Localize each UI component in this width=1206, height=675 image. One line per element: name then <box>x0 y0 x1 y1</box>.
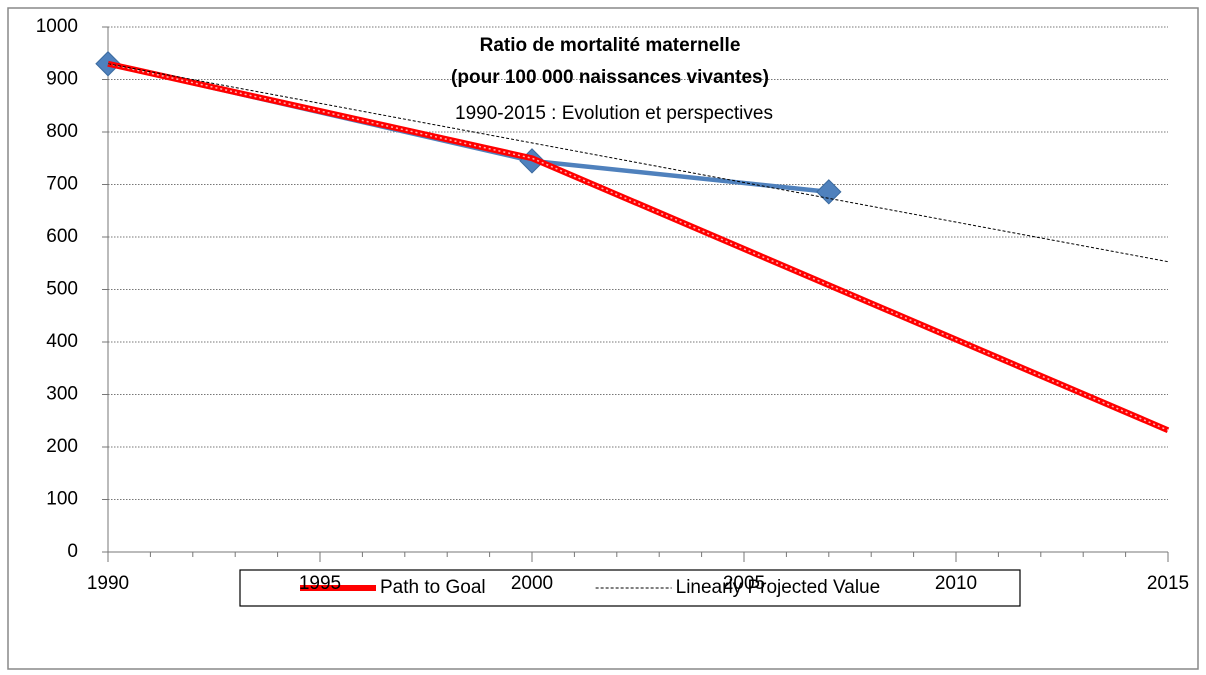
y-tick-label: 1000 <box>36 16 78 37</box>
grid <box>102 26 1169 562</box>
x-tick-label: 2000 <box>511 573 553 594</box>
y-tick-label: 600 <box>46 226 78 247</box>
plot <box>95 51 1170 433</box>
series-line-texture <box>107 63 1169 431</box>
x-tick-label: 2015 <box>1147 573 1189 594</box>
y-tick-label: 300 <box>46 384 78 405</box>
y-tick-label: 0 <box>67 541 78 562</box>
y-tick-label: 200 <box>46 436 78 457</box>
marker <box>816 179 842 205</box>
x-tick-label: 1990 <box>87 573 129 594</box>
y-tick-label: 400 <box>46 331 78 352</box>
chart-subtitle: 1990-2015 : Evolution et perspectives <box>455 103 773 124</box>
x-tick-label: 2010 <box>935 573 977 594</box>
chart-title: Ratio de mortalité maternelle <box>480 35 741 56</box>
y-tick-label: 800 <box>46 121 78 142</box>
chart-title: (pour 100 000 naissances vivantes) <box>451 67 769 88</box>
series-line <box>107 63 1169 263</box>
legend-label: Linearly Projected Value <box>676 577 881 598</box>
y-tick-label: 700 <box>46 174 78 195</box>
x-tick-label: 1995 <box>299 573 341 594</box>
legend-label: Path to Goal <box>380 577 486 598</box>
chart-frame <box>7 7 1199 670</box>
legend: Path to Goal Linearly Projected Value <box>239 569 1021 607</box>
y-tick-label: 100 <box>46 489 78 510</box>
y-tick-label: 900 <box>46 69 78 90</box>
y-tick-label: 500 <box>46 279 78 300</box>
x-tick-label: 2005 <box>723 573 765 594</box>
